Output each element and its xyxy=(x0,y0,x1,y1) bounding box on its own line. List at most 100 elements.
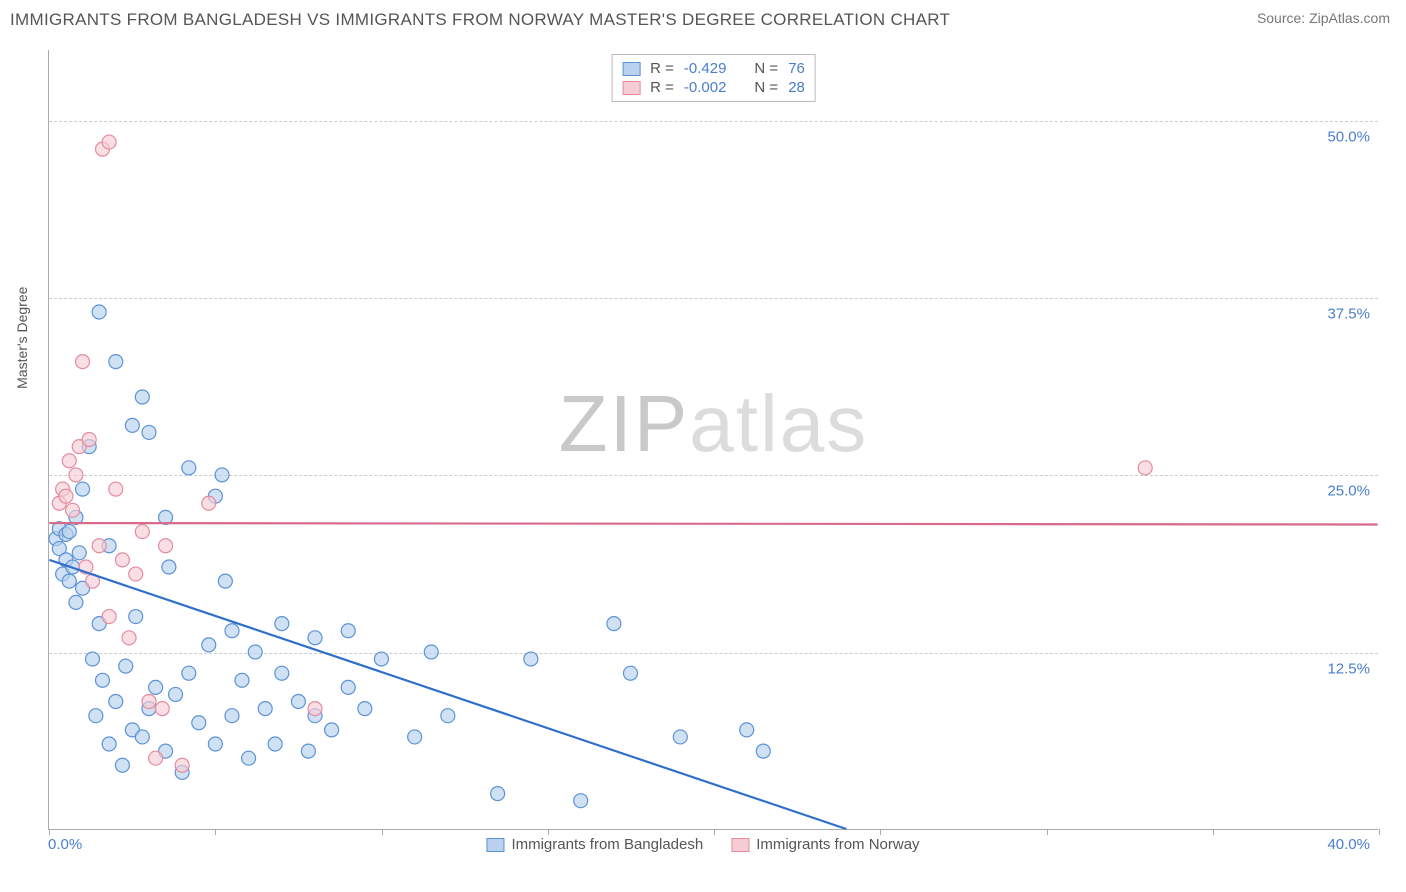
chart-plot-area: ZIPatlas R =-0.429N =76R =-0.002N =28 12… xyxy=(48,50,1378,830)
series-legend: Immigrants from Bangladesh Immigrants fro… xyxy=(486,836,919,853)
bangladesh-point xyxy=(135,730,149,744)
x-tick xyxy=(714,829,715,835)
bangladesh-point xyxy=(218,574,232,588)
bangladesh-point xyxy=(115,758,129,772)
norway-point xyxy=(82,433,96,447)
bangladesh-point xyxy=(325,723,339,737)
y-tick-label: 12.5% xyxy=(1327,660,1370,677)
r-value: -0.429 xyxy=(684,60,727,77)
x-tick xyxy=(382,829,383,835)
r-label: R = xyxy=(650,79,674,96)
norway-trendline xyxy=(49,523,1377,524)
x-tick xyxy=(49,829,50,835)
bangladesh-point xyxy=(235,673,249,687)
r-label: R = xyxy=(650,60,674,77)
bangladesh-point xyxy=(208,737,222,751)
bangladesh-point xyxy=(673,730,687,744)
bangladesh-point xyxy=(574,794,588,808)
scatter-svg xyxy=(49,50,1378,829)
y-tick-label: 25.0% xyxy=(1327,483,1370,500)
bangladesh-point xyxy=(607,617,621,631)
bangladesh-point xyxy=(215,468,229,482)
bangladesh-point xyxy=(72,546,86,560)
bangladesh-point xyxy=(135,390,149,404)
x-tick xyxy=(215,829,216,835)
x-tick xyxy=(1379,829,1380,835)
norway-point xyxy=(102,135,116,149)
bangladesh-point xyxy=(129,610,143,624)
source-label: Source: ZipAtlas.com xyxy=(1257,10,1390,26)
bangladesh-point xyxy=(524,652,538,666)
bangladesh-point xyxy=(341,680,355,694)
bangladesh-point xyxy=(86,652,100,666)
bangladesh-point xyxy=(89,709,103,723)
bangladesh-point xyxy=(275,666,289,680)
y-tick-label: 50.0% xyxy=(1327,128,1370,145)
bangladesh-point xyxy=(62,525,76,539)
legend-stat-row: R = -0.002 N = 28 xyxy=(622,78,805,97)
x-tick xyxy=(548,829,549,835)
bangladesh-point xyxy=(358,702,372,716)
norway-point xyxy=(115,553,129,567)
norway-point xyxy=(92,539,106,553)
bangladesh-point xyxy=(162,560,176,574)
bangladesh-point xyxy=(95,673,109,687)
norway-point xyxy=(122,631,136,645)
legend-item: Immigrants from Bangladesh xyxy=(486,836,703,853)
correlation-legend: R = -0.429 N = 76 R = -0.002 N = 28 xyxy=(611,54,816,102)
bangladesh-point xyxy=(491,787,505,801)
bangladesh-point xyxy=(69,595,83,609)
bangladesh-point xyxy=(92,305,106,319)
bangladesh-point xyxy=(225,709,239,723)
x-axis-min-label: 0.0% xyxy=(48,836,82,853)
x-tick xyxy=(1047,829,1048,835)
norway-point xyxy=(159,539,173,553)
legend-item: Immigrants from Norway xyxy=(731,836,919,853)
norway-point xyxy=(142,695,156,709)
n-label: N = xyxy=(754,79,778,96)
bangladesh-point xyxy=(408,730,422,744)
chart-title: IMMIGRANTS FROM BANGLADESH VS IMMIGRANTS… xyxy=(10,10,950,30)
norway-point xyxy=(135,525,149,539)
norway-point xyxy=(129,567,143,581)
bangladesh-point xyxy=(76,482,90,496)
legend-swatch xyxy=(622,81,640,95)
bangladesh-point xyxy=(62,574,76,588)
bangladesh-point xyxy=(374,652,388,666)
x-tick xyxy=(880,829,881,835)
bangladesh-point xyxy=(109,355,123,369)
x-tick xyxy=(1213,829,1214,835)
bangladesh-point xyxy=(623,666,637,680)
bangladesh-point xyxy=(119,659,133,673)
norway-point xyxy=(62,454,76,468)
bangladesh-point xyxy=(308,631,322,645)
n-label: N = xyxy=(754,60,778,77)
legend-stat-row: R = -0.429 N = 76 xyxy=(622,59,805,78)
bangladesh-point xyxy=(258,702,272,716)
r-value: -0.002 xyxy=(684,79,727,96)
bangladesh-point xyxy=(125,418,139,432)
n-value: 76 xyxy=(788,60,805,77)
norway-point xyxy=(308,702,322,716)
bangladesh-point xyxy=(248,645,262,659)
legend-swatch xyxy=(486,838,504,852)
bangladesh-point xyxy=(109,695,123,709)
norway-point xyxy=(102,610,116,624)
y-axis-title: Master's Degree xyxy=(14,287,30,389)
legend-label: Immigrants from Bangladesh xyxy=(511,836,703,853)
norway-point xyxy=(66,503,80,517)
norway-point xyxy=(76,355,90,369)
bangladesh-point xyxy=(182,461,196,475)
norway-point xyxy=(59,489,73,503)
bangladesh-point xyxy=(301,744,315,758)
bangladesh-point xyxy=(149,680,163,694)
legend-swatch xyxy=(622,62,640,76)
norway-point xyxy=(155,702,169,716)
bangladesh-point xyxy=(242,751,256,765)
bangladesh-point xyxy=(291,695,305,709)
norway-point xyxy=(109,482,123,496)
bangladesh-point xyxy=(169,687,183,701)
y-tick-label: 37.5% xyxy=(1327,306,1370,323)
n-value: 28 xyxy=(788,79,805,96)
bangladesh-point xyxy=(424,645,438,659)
